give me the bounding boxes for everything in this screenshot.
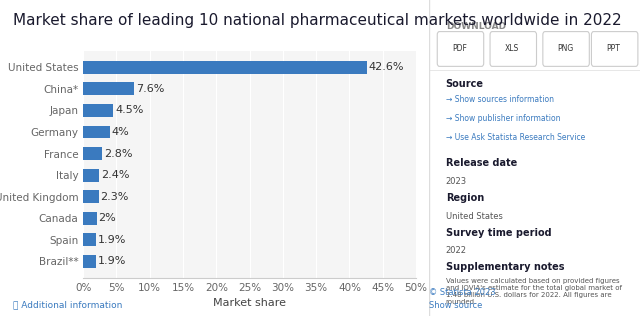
Text: Show source: Show source	[429, 301, 482, 310]
Text: United States: United States	[445, 212, 502, 221]
Text: 42.6%: 42.6%	[369, 62, 404, 72]
Text: Region: Region	[445, 193, 484, 203]
Text: → Use Ask Statista Research Service: → Use Ask Statista Research Service	[445, 133, 585, 142]
Text: 7.6%: 7.6%	[136, 84, 164, 94]
Text: PDF: PDF	[452, 45, 467, 53]
Text: 1.9%: 1.9%	[98, 235, 126, 245]
Text: 2%: 2%	[99, 213, 116, 223]
Text: → Show publisher information: → Show publisher information	[445, 114, 560, 123]
Text: PPT: PPT	[606, 45, 620, 53]
FancyBboxPatch shape	[490, 32, 536, 66]
Bar	[83, 125, 110, 138]
FancyBboxPatch shape	[543, 32, 589, 66]
Bar	[83, 169, 99, 182]
Bar	[83, 61, 367, 74]
FancyBboxPatch shape	[437, 32, 484, 66]
Text: PNG: PNG	[557, 45, 574, 53]
Text: © Statista 2023: © Statista 2023	[429, 288, 495, 297]
X-axis label: Market share: Market share	[213, 299, 286, 308]
Text: → Show sources information: → Show sources information	[445, 95, 554, 104]
Bar	[83, 233, 96, 246]
Text: XLS: XLS	[505, 45, 519, 53]
Bar	[83, 255, 96, 268]
Bar	[83, 147, 102, 160]
FancyBboxPatch shape	[591, 32, 638, 66]
Text: 2022: 2022	[445, 246, 467, 255]
Text: DOWNLOAD: DOWNLOAD	[445, 22, 506, 31]
Text: Values were calculated based on provided figures
and IQVIA's estimate for the to: Values were calculated based on provided…	[445, 278, 621, 305]
Text: ⓘ Additional information: ⓘ Additional information	[13, 301, 122, 310]
Text: 4%: 4%	[112, 127, 129, 137]
Bar	[83, 212, 97, 225]
Bar	[83, 104, 113, 117]
Text: 1.9%: 1.9%	[98, 256, 126, 266]
Text: 2.4%: 2.4%	[101, 170, 130, 180]
Text: 2.8%: 2.8%	[104, 149, 132, 159]
Bar	[83, 82, 134, 95]
Text: 2023: 2023	[445, 177, 467, 186]
Text: Release date: Release date	[445, 158, 517, 168]
Text: Market share of leading 10 national pharmaceutical markets worldwide in 2022: Market share of leading 10 national phar…	[13, 13, 621, 27]
Text: Survey time period: Survey time period	[445, 228, 551, 238]
Text: 4.5%: 4.5%	[115, 106, 143, 115]
Bar	[83, 190, 99, 203]
Text: 2.3%: 2.3%	[100, 191, 129, 202]
Text: Source: Source	[445, 79, 484, 89]
Text: Supplementary notes: Supplementary notes	[445, 262, 564, 272]
